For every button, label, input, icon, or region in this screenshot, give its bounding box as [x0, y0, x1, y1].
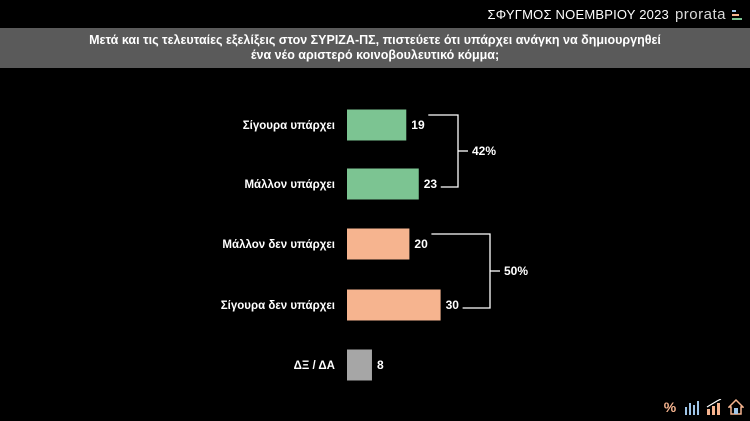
bar	[347, 289, 441, 321]
logo-mark-icon	[732, 9, 742, 21]
bar-chart-icon[interactable]	[684, 399, 700, 415]
value-label: 8	[377, 358, 384, 372]
percent-icon[interactable]: %	[663, 399, 677, 415]
category-label: Σίγουρα υπάρχει	[243, 120, 335, 132]
question-bar: Μετά και τις τελευταίες εξελίξεις στον Σ…	[0, 28, 750, 68]
survey-month: ΝΟΕΜΒΡΙΟΥ 2023	[555, 7, 669, 22]
value-label: 23	[424, 177, 438, 191]
trend-chart-icon[interactable]	[706, 398, 722, 415]
value-label: 19	[411, 118, 425, 132]
value-label: 20	[414, 237, 428, 251]
category-label: ΔΞ / ΔΑ	[294, 360, 335, 372]
group-label: 42%	[472, 144, 496, 158]
category-label: Σίγουρα δεν υπάρχει	[221, 300, 335, 312]
footer-icons: %	[662, 398, 745, 415]
brand-header: ΣΦΥΓΜΟΣ ΝΟΕΜΒΡΙΟΥ 2023 prorata	[488, 6, 742, 23]
prorata-logo: prorata	[674, 6, 726, 23]
home-icon[interactable]	[727, 398, 745, 415]
survey-name: ΣΦΥΓΜΟΣ ΝΟΕΜΒΡΙΟΥ 2023	[487, 7, 669, 22]
category-label: Μάλλον υπάρχει	[244, 179, 335, 191]
bar	[347, 349, 372, 381]
bar	[347, 228, 410, 260]
bar	[347, 168, 419, 200]
question-text: Μετά και τις τελευταίες εξελίξεις στον Σ…	[89, 33, 661, 62]
group-label: 50%	[504, 264, 528, 278]
category-label: Μάλλον δεν υπάρχει	[222, 239, 335, 251]
value-label: 30	[446, 298, 460, 312]
bar	[347, 109, 407, 141]
